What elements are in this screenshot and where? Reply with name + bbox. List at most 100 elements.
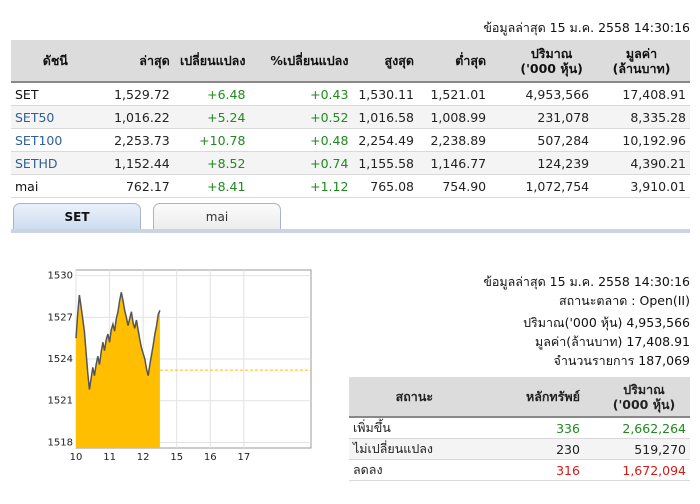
index-last: 762.17 [99, 174, 174, 198]
index-name[interactable]: SET100 [11, 128, 100, 152]
table-row[interactable]: SET 1,529.72 +6.48 +0.43 1,530.11 1,521.… [11, 82, 690, 106]
col-value-line2: (ล้านบาท) [612, 60, 671, 76]
col-value: มูลค่า (ล้านบาท) [593, 40, 690, 82]
index-table: ดัชนี ล่าสุด เปลี่ยนแปลง %เปลี่ยนแปลง สู… [11, 40, 690, 198]
status-volume: 1,672,094 [583, 459, 690, 481]
index-change: +10.78 [173, 128, 250, 152]
index-last: 2,253.73 [99, 128, 174, 152]
index-pct-change: +1.12 [249, 174, 353, 198]
index-name[interactable]: mai [11, 174, 100, 198]
intraday-chart: 1518 1521 1524 1527 1530 10 11 12 15 16 17 [48, 269, 312, 463]
y-tick-label: 1527 [48, 312, 73, 323]
index-table-header: ดัชนี ล่าสุด เปลี่ยนแปลง %เปลี่ยนแปลง สู… [11, 40, 690, 82]
col-change: เปลี่ยนแปลง [173, 40, 250, 82]
index-last: 1,529.72 [99, 82, 174, 106]
col-volume: ปริมาณ ('000 หุ้น) [583, 377, 690, 417]
status-volume: 519,270 [583, 438, 690, 460]
y-tick-label: 1524 [48, 354, 73, 365]
col-value-line1: มูลค่า [625, 45, 658, 61]
index-name[interactable]: SETHD [11, 151, 100, 175]
table-row[interactable]: ไม่เปลี่ยนแปลง 230 519,270 [349, 438, 690, 460]
index-low: 1,146.77 [418, 151, 491, 175]
table-row[interactable]: mai 762.17 +8.41 +1.12 765.08 754.90 1,0… [11, 174, 690, 198]
index-low: 1,521.01 [418, 82, 491, 106]
y-tick-label: 1530 [48, 271, 73, 282]
index-high: 2,254.49 [352, 128, 419, 152]
col-securities: หลักทรัพย์ [479, 377, 584, 417]
index-change: +6.48 [173, 82, 250, 106]
index-pct-change: +0.52 [249, 105, 353, 129]
x-tick-label: 17 [237, 452, 250, 463]
index-last: 1,152.44 [99, 151, 174, 175]
index-value: 8,335.28 [593, 105, 690, 129]
x-tick-label: 15 [170, 452, 183, 463]
index-last: 1,016.22 [99, 105, 174, 129]
advance-decline-table: สถานะ หลักทรัพย์ ปริมาณ ('000 หุ้น) เพิ่… [349, 377, 690, 481]
index-volume: 1,072,754 [490, 174, 594, 198]
col-high: สูงสุด [352, 40, 419, 82]
col-volume: ปริมาณ ('000 หุ้น) [490, 40, 594, 82]
index-low: 754.90 [418, 174, 491, 198]
table-row[interactable]: เพิ่มขึ้น 336 2,662,264 [349, 417, 690, 439]
index-value: 17,408.91 [593, 82, 690, 106]
index-volume: 507,284 [490, 128, 594, 152]
col-volume-line1: ปริมาณ [623, 381, 665, 397]
col-low: ต่ำสุด [418, 40, 491, 82]
status-label[interactable]: ไม่เปลี่ยนแปลง [349, 438, 480, 460]
col-last: ล่าสุด [99, 40, 174, 82]
col-volume-line2: ('000 หุ้น) [612, 396, 676, 412]
index-change: +8.41 [173, 174, 250, 198]
index-value: 4,390.21 [593, 151, 690, 175]
advance-decline-header: สถานะ หลักทรัพย์ ปริมาณ ('000 หุ้น) [349, 377, 690, 417]
status-count: 336 [479, 417, 584, 439]
index-pct-change: +0.48 [249, 128, 353, 152]
market-transactions: จำนวนรายการ 187,069 [553, 353, 690, 368]
status-label[interactable]: ลดลง [349, 459, 480, 481]
tab-mai[interactable]: mai [153, 203, 281, 230]
col-name: ดัชนี [11, 40, 100, 82]
index-high: 1,016.58 [352, 105, 419, 129]
index-low: 2,238.89 [418, 128, 491, 152]
col-pct-change: %เปลี่ยนแปลง [249, 40, 353, 82]
index-high: 1,155.58 [352, 151, 419, 175]
index-volume: 4,953,566 [490, 82, 594, 106]
tab-set[interactable]: SET [13, 203, 141, 230]
index-change: +8.52 [173, 151, 250, 175]
index-name[interactable]: SET50 [11, 105, 100, 129]
index-pct-change: +0.74 [249, 151, 353, 175]
index-name[interactable]: SET [11, 82, 100, 106]
status-label[interactable]: เพิ่มขึ้น [349, 417, 480, 439]
index-change: +5.24 [173, 105, 250, 129]
market-status: สถานะตลาด : Open(II) [558, 293, 690, 308]
market-timestamp: ข้อมูลล่าสุด 15 ม.ค. 2558 14:30:16 [483, 274, 690, 289]
x-tick-label: 16 [204, 452, 217, 463]
table-row[interactable]: SETHD 1,152.44 +8.52 +0.74 1,155.58 1,14… [11, 151, 690, 175]
table-row[interactable]: SET100 2,253.73 +10.78 +0.48 2,254.49 2,… [11, 128, 690, 152]
top-timestamp: ข้อมูลล่าสุด 15 ม.ค. 2558 14:30:16 [483, 20, 690, 35]
y-tick-label: 1518 [48, 437, 73, 448]
index-value: 10,192.96 [593, 128, 690, 152]
price-area [76, 292, 160, 448]
index-low: 1,008.99 [418, 105, 491, 129]
x-tick-label: 11 [103, 452, 116, 463]
col-volume-line2: ('000 หุ้น) [520, 60, 583, 76]
status-count: 316 [479, 459, 584, 481]
table-row[interactable]: ลดลง 316 1,672,094 [349, 459, 690, 481]
x-tick-label: 10 [70, 452, 83, 463]
y-tick-label: 1521 [48, 396, 73, 407]
x-tick-label: 12 [137, 452, 150, 463]
tab-underline [11, 229, 690, 233]
market-value: มูลค่า(ล้านบาท) 17,408.91 [534, 334, 690, 349]
price-line [75, 292, 161, 390]
table-row[interactable]: SET50 1,016.22 +5.24 +0.52 1,016.58 1,00… [11, 105, 690, 129]
index-volume: 124,239 [490, 151, 594, 175]
market-volume: ปริมาณ('000 หุ้น) 4,953,566 [523, 315, 690, 330]
status-volume: 2,662,264 [583, 417, 690, 439]
index-high: 765.08 [352, 174, 419, 198]
index-pct-change: +0.43 [249, 82, 353, 106]
index-high: 1,530.11 [352, 82, 419, 106]
index-value: 3,910.01 [593, 174, 690, 198]
index-volume: 231,078 [490, 105, 594, 129]
col-volume-line1: ปริมาณ [530, 45, 573, 61]
col-status: สถานะ [349, 377, 480, 417]
